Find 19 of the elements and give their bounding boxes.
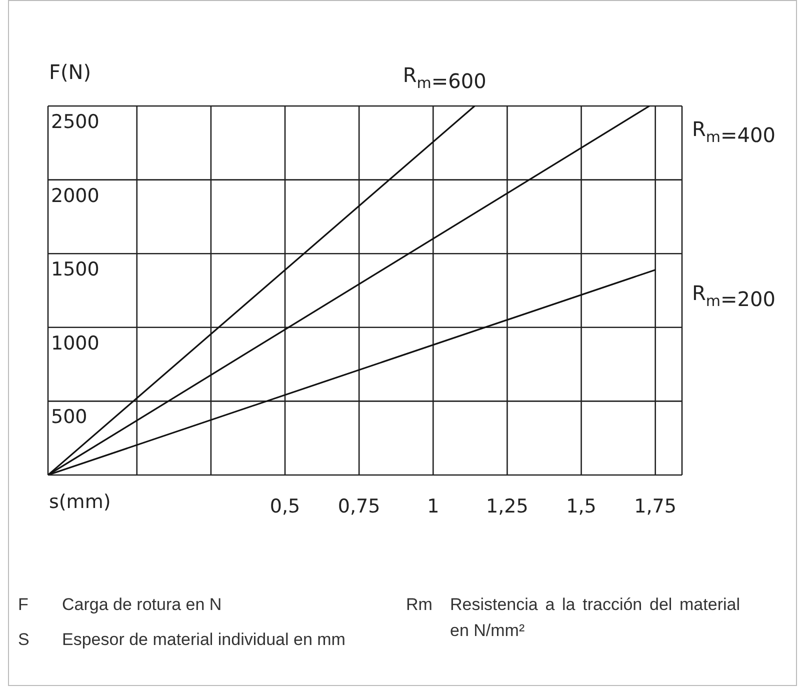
series-label: R$_{m}$=600: [402, 63, 486, 93]
x-axis-title: s(mm): [49, 491, 111, 513]
y-tick-label: 2000: [51, 184, 100, 207]
text: S Espesor de material individual en mm: [18, 630, 346, 649]
x-tick-label: 1,75: [634, 495, 676, 518]
y-tick-label: 500: [51, 406, 88, 428]
x-tick-label: 1: [427, 495, 440, 518]
y-tick-label: 1000: [51, 332, 100, 354]
series-label: R$_{m}$=200: [692, 280, 776, 311]
x-tick-label: 1,25: [486, 495, 528, 518]
text: F Carga de rotura en N: [18, 595, 222, 614]
text: R$_{m}$=400: [692, 117, 776, 147]
x-tick-label: 0,75: [338, 495, 380, 518]
y-axis-title: F(N): [49, 60, 92, 84]
y-tick-label: 2500: [51, 111, 100, 133]
text: Rm Resistencia a la tracción del material en N/mm²: [406, 594, 740, 642]
x-tick-label: 1,5: [566, 495, 596, 518]
y-tick-label: 1500: [51, 258, 100, 281]
x-tick-label: 0,5: [270, 495, 300, 518]
